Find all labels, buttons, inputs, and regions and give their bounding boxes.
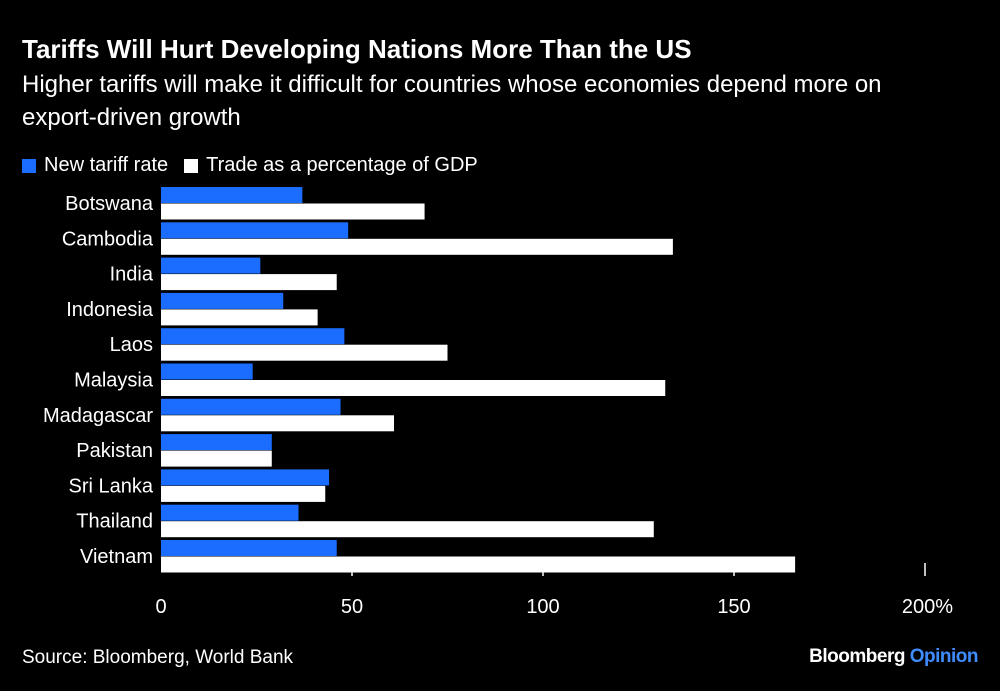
trade-bar	[161, 309, 318, 326]
trade-bar	[161, 521, 654, 538]
chart-subtitle: Higher tariffs will make it difficult fo…	[22, 71, 882, 131]
legend-swatch-trade	[184, 158, 199, 173]
trade-bar	[161, 344, 448, 361]
chart-title: Tariffs Will Hurt Developing Nations Mor…	[22, 34, 692, 64]
category-label: Malaysia	[74, 370, 154, 392]
trade-bar	[161, 485, 326, 502]
tariff-bar	[161, 363, 253, 380]
category-label: Indonesia	[66, 299, 154, 321]
legend-label-tariff: New tariff rate	[44, 154, 169, 176]
category-label: Botswana	[65, 193, 154, 215]
tariff-bar	[161, 328, 345, 345]
trade-bar	[161, 203, 425, 220]
trade-bar	[161, 415, 395, 432]
brand-logo: Bloomberg Opinion	[809, 646, 978, 667]
tariff-bar	[161, 469, 330, 486]
tariff-bar	[161, 257, 261, 274]
category-label: Madagascar	[43, 405, 153, 427]
trade-bar	[161, 450, 272, 467]
tariff-bar	[161, 540, 337, 556]
category-label: Thailand	[76, 511, 153, 533]
tariff-bar	[161, 222, 349, 239]
category-label: Laos	[110, 334, 153, 356]
trade-bar	[161, 238, 673, 255]
category-label: India	[110, 264, 154, 286]
tariff-bar	[161, 292, 284, 309]
source-note: Source: Bloomberg, World Bank	[22, 647, 294, 668]
category-label: Pakistan	[76, 440, 153, 462]
x-tick-label: 50	[341, 596, 363, 618]
tariff-bar	[161, 434, 272, 451]
legend-label-trade: Trade as a percentage of GDP	[206, 154, 478, 176]
category-label: Vietnam	[80, 546, 153, 568]
legend-swatch-tariff	[22, 158, 36, 173]
x-tick-label: 100	[526, 596, 559, 618]
x-tick-label: 0	[155, 596, 166, 618]
trade-bar	[161, 380, 666, 396]
x-tick-label: 200%	[902, 596, 953, 618]
tariff-bar	[161, 504, 299, 521]
trade-bar	[161, 556, 796, 573]
category-label: Sri Lanka	[69, 475, 154, 497]
tariff-bar	[161, 187, 303, 203]
legend: New tariff rate Trade as a percentage of…	[22, 154, 478, 177]
category-label: Cambodia	[62, 228, 154, 250]
x-tick-label: 150	[717, 596, 750, 618]
tariff-bar	[161, 398, 341, 415]
trade-bar	[161, 274, 337, 291]
